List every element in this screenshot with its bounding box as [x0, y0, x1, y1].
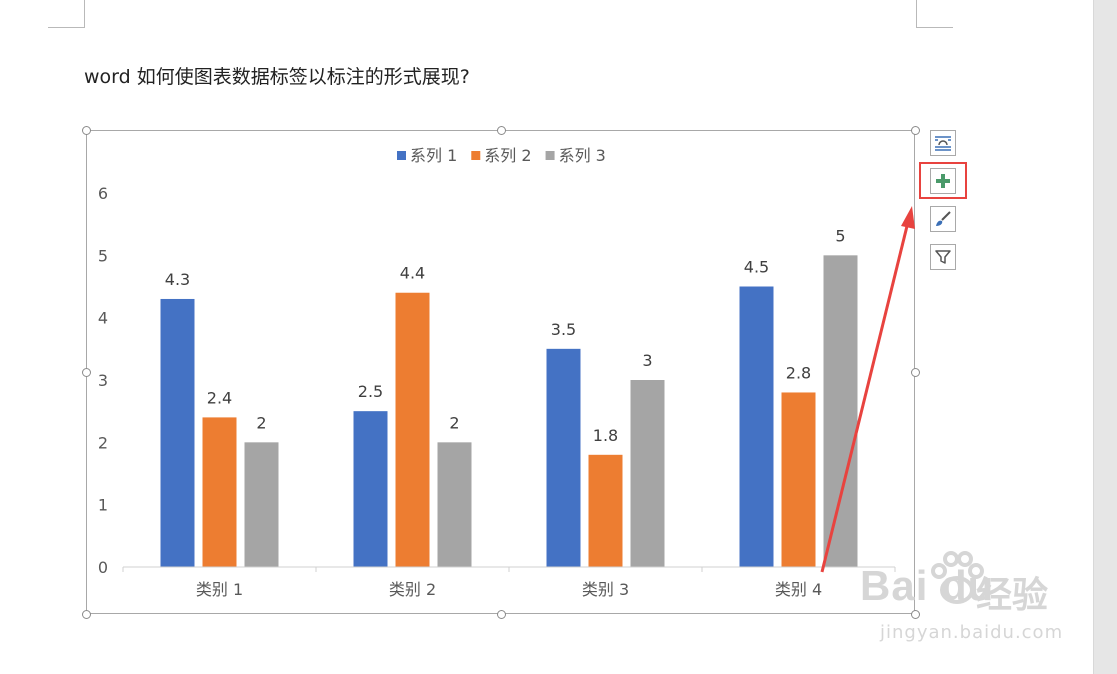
resize-handle-top-right[interactable] [911, 126, 920, 135]
watermark-brand-cn: 经验 [976, 575, 1049, 616]
highlight-box [919, 162, 967, 199]
paintbrush-icon [936, 211, 951, 226]
legend-swatch-2 [471, 151, 481, 160]
bar-series1-cat4 [739, 286, 774, 567]
x-tick-label-1: 类别 1 [196, 580, 243, 599]
bar-series3-cat1 [244, 442, 279, 567]
crop-mark-right-horizontal [916, 27, 953, 28]
legend-label-1: 系列 1 [410, 146, 457, 165]
data-label-series2-cat2: 4.4 [400, 264, 425, 283]
funnel-icon [935, 250, 951, 264]
resize-handle-bottom-middle[interactable] [497, 610, 506, 619]
crop-mark-left-horizontal [48, 27, 85, 28]
x-tick-label-4: 类别 4 [775, 580, 822, 599]
bar-series2-cat3 [588, 454, 623, 567]
y-tick-label-0: 0 [98, 558, 108, 577]
plus-icon [936, 174, 950, 188]
bar-series2-cat1 [202, 417, 237, 567]
chart-styles-button[interactable] [930, 206, 956, 232]
data-label-series2-cat4: 2.8 [786, 363, 811, 382]
x-axis: 类别 1 类别 2 类别 3 类别 4 [122, 566, 896, 599]
layout-options-button[interactable] [930, 130, 956, 156]
document-page: word 如何使图表数据标签以标注的形式展现? 系列 1 系列 2 系列 3 0 1 2… [48, 0, 1064, 643]
data-label-series3-cat2: 2 [449, 413, 459, 432]
data-label-series1-cat4: 4.5 [744, 258, 769, 277]
y-tick-label-6: 6 [98, 184, 108, 203]
legend-label-2: 系列 2 [484, 146, 531, 165]
y-axis: 0 1 2 3 4 5 6 [98, 184, 108, 577]
data-label-series1-cat3: 3.5 [551, 320, 576, 339]
chart-legend: 系列 1 系列 2 系列 3 [397, 146, 606, 165]
resize-handle-top-left[interactable] [82, 126, 91, 135]
y-tick-label-4: 4 [98, 309, 108, 328]
legend-swatch-1 [397, 151, 406, 160]
bar-series3-cat2 [437, 442, 472, 567]
chart-bars [160, 255, 858, 567]
layout-options-icon [935, 136, 951, 151]
resize-handle-bottom-left[interactable] [82, 610, 91, 619]
clustered-column-chart[interactable]: 系列 1 系列 2 系列 3 0 1 2 3 4 5 6 4.3 2.4 2 2.5 4.4 2 3.5 1.… [87, 131, 916, 615]
vertical-scrollbar[interactable] [1093, 0, 1117, 674]
paw-logo [931, 551, 984, 604]
bar-series2-cat2 [395, 292, 430, 567]
x-tick-label-3: 类别 3 [582, 580, 629, 599]
bar-series2-cat4 [781, 392, 816, 567]
chart-filters-button[interactable] [930, 244, 956, 270]
bar-series3-cat3 [630, 380, 665, 567]
y-tick-label-5: 5 [98, 246, 108, 265]
bar-series3-cat4 [823, 255, 858, 567]
document-paragraph[interactable]: word 如何使图表数据标签以标注的形式展现? [84, 66, 470, 88]
y-tick-label-3: 3 [98, 371, 108, 390]
bar-series1-cat1 [160, 298, 195, 567]
data-label-series2-cat1: 2.4 [207, 388, 232, 407]
data-label-series2-cat3: 1.8 [593, 426, 618, 445]
crop-mark-right-vertical [916, 0, 917, 28]
resize-handle-middle-right[interactable] [911, 368, 920, 377]
chart-elements-button[interactable] [930, 168, 956, 194]
resize-handle-bottom-right[interactable] [911, 610, 920, 619]
y-tick-label-2: 2 [98, 433, 108, 452]
data-label-series1-cat2: 2.5 [358, 382, 383, 401]
crop-mark-left-vertical [84, 0, 85, 28]
watermark-url: jingyan.baidu.com [880, 622, 1064, 643]
legend-label-3: 系列 3 [559, 146, 606, 165]
legend-swatch-3 [545, 151, 555, 160]
data-label-series1-cat1: 4.3 [165, 270, 190, 289]
data-label-series3-cat4: 5 [835, 226, 845, 245]
y-tick-label-1: 1 [98, 496, 108, 515]
resize-handle-top-middle[interactable] [497, 126, 506, 135]
data-label-series3-cat3: 3 [642, 351, 652, 370]
x-tick-label-2: 类别 2 [389, 580, 436, 599]
data-label-series3-cat1: 2 [256, 413, 266, 432]
data-labels: 4.3 2.4 2 2.5 4.4 2 3.5 1.8 3 4.5 2.8 5 [165, 226, 846, 444]
chart-object[interactable]: 系列 1 系列 2 系列 3 0 1 2 3 4 5 6 4.3 2.4 2 2.5 4.4 2 3.5 1.… [86, 130, 915, 614]
bar-series1-cat2 [353, 411, 388, 567]
bar-series1-cat3 [546, 348, 581, 567]
resize-handle-middle-left[interactable] [82, 368, 91, 377]
